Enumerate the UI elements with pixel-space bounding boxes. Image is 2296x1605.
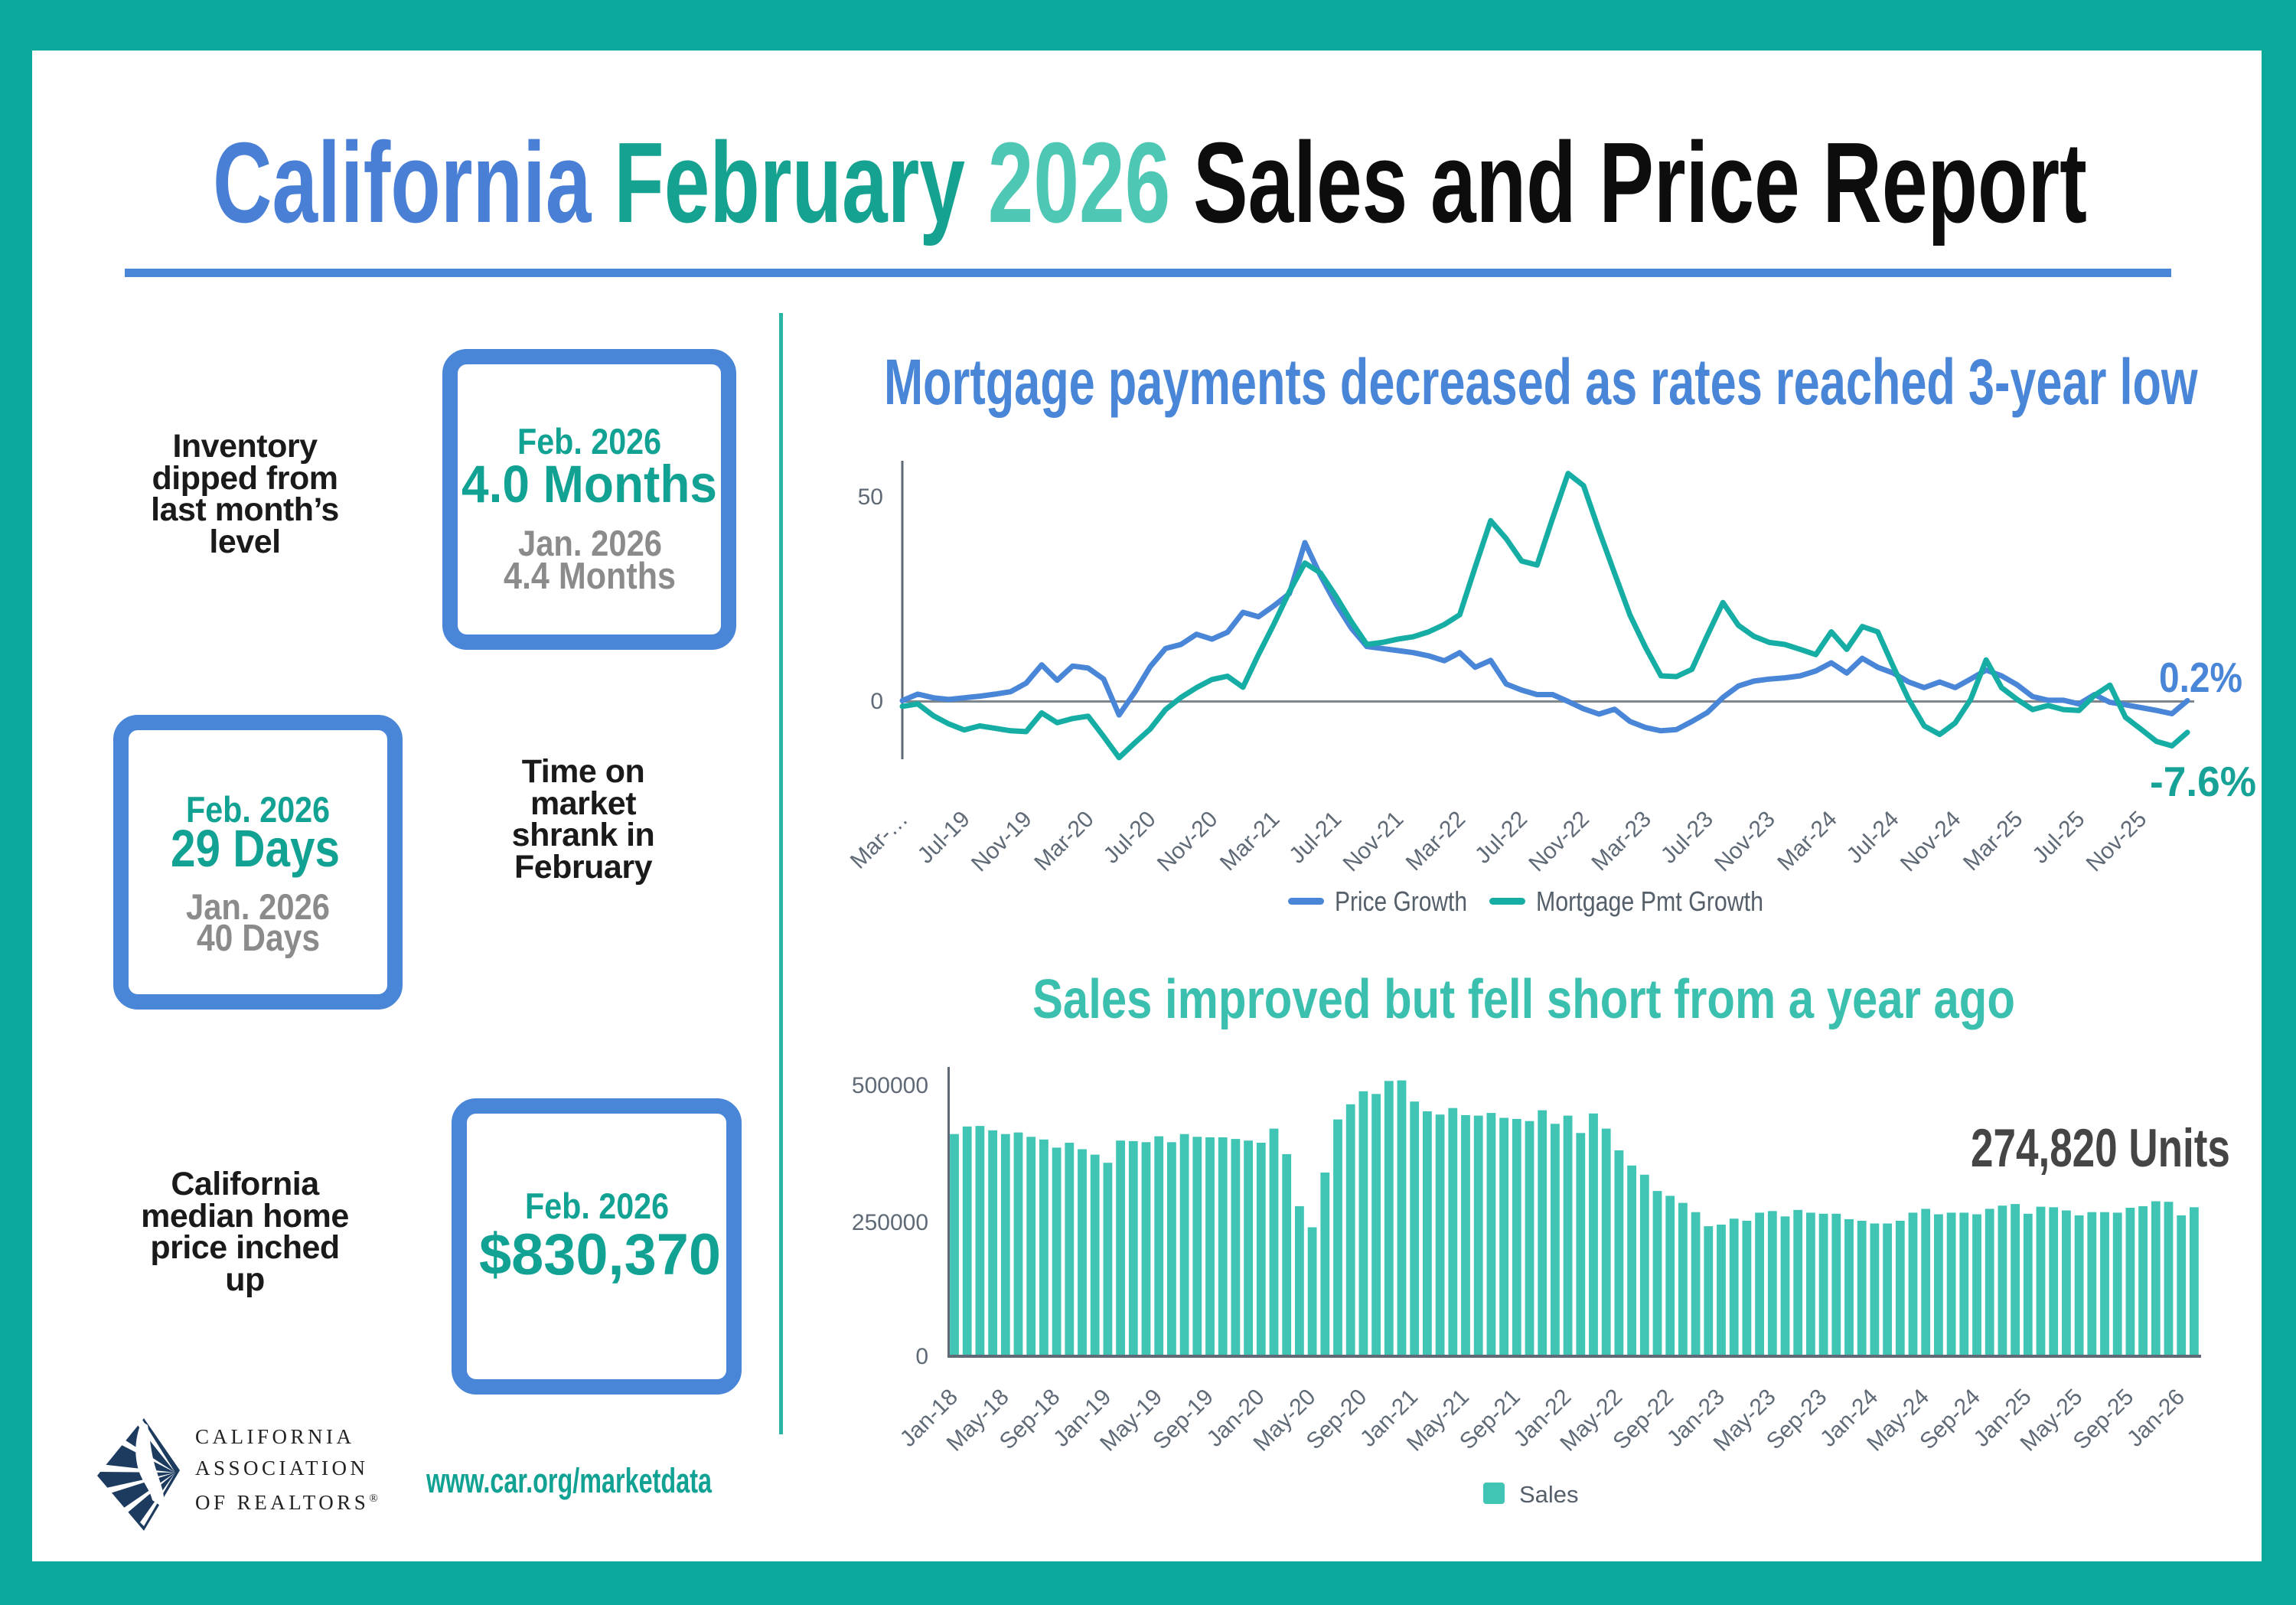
svg-text:Jul-20: Jul-20 xyxy=(1099,807,1161,869)
svg-text:Nov-21: Nov-21 xyxy=(1339,807,1409,877)
svg-text:Mortgage Pmt Growth: Mortgage Pmt Growth xyxy=(1536,886,1763,917)
svg-text:Nov-19: Nov-19 xyxy=(967,807,1037,877)
svg-text:Nov-20: Nov-20 xyxy=(1153,807,1223,877)
svg-text:Jan-26: Jan-26 xyxy=(2122,1385,2190,1452)
svg-text:Nov-23: Nov-23 xyxy=(1710,807,1780,877)
svg-text:Jul-22: Jul-22 xyxy=(1470,807,1532,869)
svg-text:Nov-24: Nov-24 xyxy=(1896,807,1966,877)
svg-text:50: 50 xyxy=(858,484,883,510)
svg-text:Price Growth: Price Growth xyxy=(1335,886,1467,917)
svg-text:Mar-24: Mar-24 xyxy=(1773,807,1842,876)
svg-text:Jul-19: Jul-19 xyxy=(913,807,975,869)
svg-text:Mar-…: Mar-… xyxy=(846,807,913,874)
svg-text:Mar-22: Mar-22 xyxy=(1401,807,1471,876)
svg-text:Nov-22: Nov-22 xyxy=(1524,807,1594,877)
svg-text:Mar-20: Mar-20 xyxy=(1029,807,1099,876)
svg-text:500000: 500000 xyxy=(852,1073,928,1098)
svg-text:Jul-25: Jul-25 xyxy=(2027,807,2089,869)
svg-text:Sales: Sales xyxy=(1519,1481,1579,1508)
svg-text:Mar-23: Mar-23 xyxy=(1587,807,1656,876)
svg-text:Jul-21: Jul-21 xyxy=(1284,807,1346,869)
svg-text:Mar-21: Mar-21 xyxy=(1215,807,1285,876)
svg-text:Nov-25: Nov-25 xyxy=(2082,807,2152,877)
svg-text:0: 0 xyxy=(870,689,883,714)
svg-text:250000: 250000 xyxy=(852,1210,928,1235)
svg-text:Jul-24: Jul-24 xyxy=(1842,807,1904,869)
svg-text:0: 0 xyxy=(915,1344,928,1369)
svg-text:Mar-25: Mar-25 xyxy=(1958,807,2028,876)
svg-text:Jul-23: Jul-23 xyxy=(1656,807,1718,869)
